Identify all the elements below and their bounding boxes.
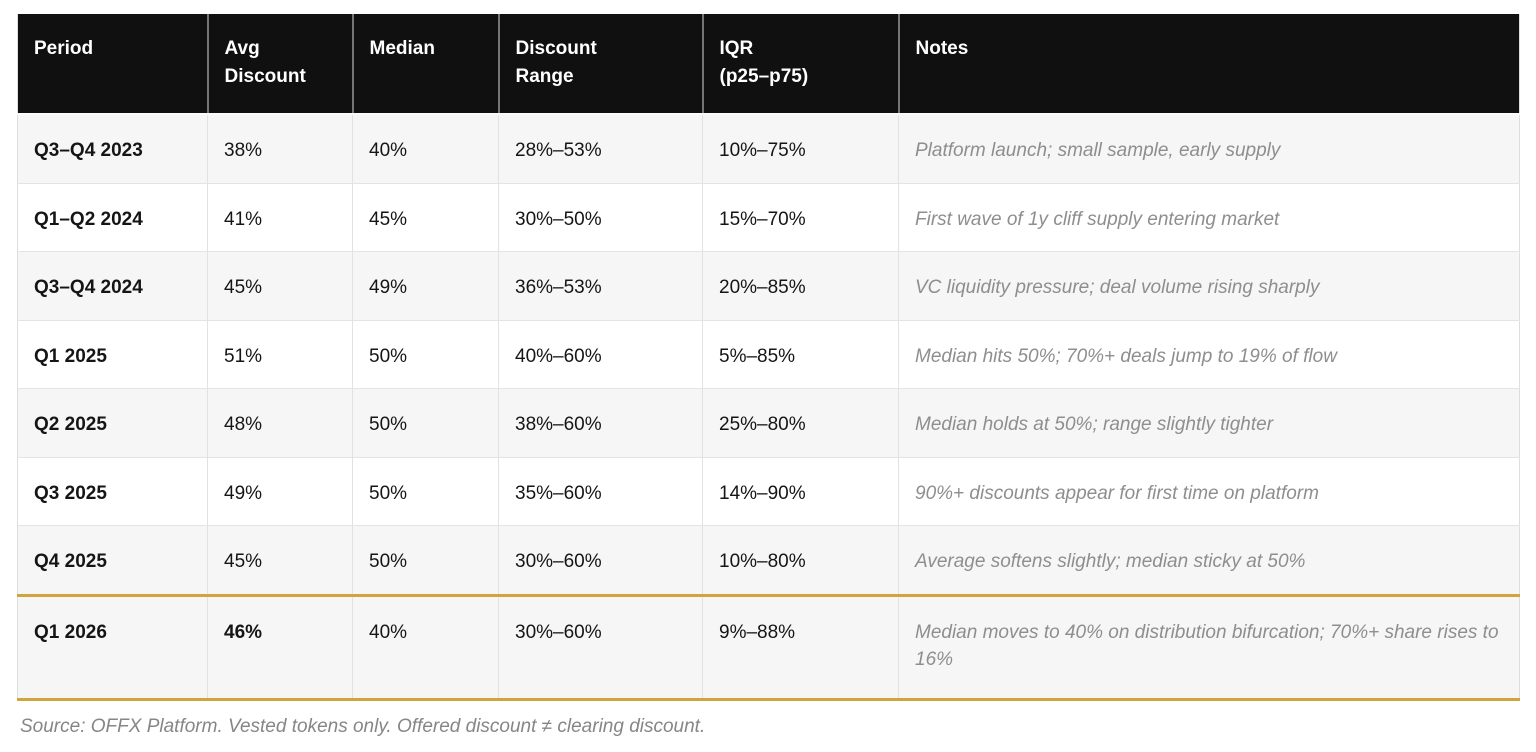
cell-discount_range: 30%–50% xyxy=(498,182,703,252)
table-header-row: Period Avg Discount Median Discount Range IQ… xyxy=(17,14,1520,115)
cell-avg_discount: 41% xyxy=(207,182,353,252)
cell-iqr: 20%–85% xyxy=(702,251,899,321)
cell-iqr: 10%–80% xyxy=(702,525,899,596)
column-header-discount_range: Discount Range xyxy=(497,14,703,115)
cell-period: Q4 2025 xyxy=(17,525,208,596)
cell-avg_discount: 38% xyxy=(207,113,353,184)
cell-median: 50% xyxy=(352,319,499,389)
cell-discount_range: 28%–53% xyxy=(498,113,703,184)
cell-notes: 90%+ discounts appear for first time on … xyxy=(898,456,1520,526)
table-row: Q2 2025 48% 50% 38%–60% 25%–80% Median holds … xyxy=(17,388,1520,458)
cell-discount_range: 35%–60% xyxy=(498,456,703,526)
cell-iqr: 10%–75% xyxy=(702,113,899,184)
cell-avg_discount: 45% xyxy=(207,525,353,596)
cell-notes: Median hits 50%; 70%+ deals jump to 19% … xyxy=(898,319,1520,389)
cell-avg_discount: 48% xyxy=(207,388,353,458)
cell-period: Q1 2026 xyxy=(17,593,208,701)
cell-period: Q3–Q4 2024 xyxy=(17,251,208,321)
cell-notes: Median moves to 40% on distribution bifu… xyxy=(898,593,1520,701)
source-note: Source: OFFX Platform. Vested tokens onl… xyxy=(20,715,706,737)
column-header-median: Median xyxy=(351,14,499,115)
table-row: Q3 2025 49% 50% 35%–60% 14%–90% 90%+ discount… xyxy=(17,456,1520,526)
cell-median: 50% xyxy=(352,525,499,596)
cell-notes: Average softens slightly; median sticky … xyxy=(898,525,1520,596)
cell-iqr: 14%–90% xyxy=(702,456,899,526)
cell-notes: Platform launch; small sample, early sup… xyxy=(898,113,1520,184)
cell-avg_discount: 51% xyxy=(207,319,353,389)
cell-avg_discount: 45% xyxy=(207,251,353,321)
cell-period: Q3 2025 xyxy=(17,456,208,526)
cell-median: 45% xyxy=(352,182,499,252)
cell-avg_discount: 46% xyxy=(207,593,353,701)
table-row-highlight: Q1 2026 46% 40% 30%–60% 9%–88% Median moves t… xyxy=(17,593,1520,701)
column-header-avg_discount: Avg Discount xyxy=(206,14,353,115)
cell-median: 50% xyxy=(352,388,499,458)
cell-median: 40% xyxy=(352,593,499,701)
discount-stats-table: Period Avg Discount Median Discount Range IQ… xyxy=(17,14,1520,701)
table-row: Q3–Q4 2023 38% 40% 28%–53% 10%–75% Platform l… xyxy=(17,113,1520,184)
table-row: Q1–Q2 2024 41% 45% 30%–50% 15%–70% First wave… xyxy=(17,182,1520,252)
column-header-iqr: IQR (p25–p75) xyxy=(701,14,899,115)
cell-notes: First wave of 1y cliff supply entering m… xyxy=(898,182,1520,252)
table-row: Q3–Q4 2024 45% 49% 36%–53% 20%–85% VC liquidi… xyxy=(17,251,1520,321)
table-head: Period Avg Discount Median Discount Range IQ… xyxy=(17,14,1520,115)
cell-avg_discount: 49% xyxy=(207,456,353,526)
cell-iqr: 15%–70% xyxy=(702,182,899,252)
table-row: Q4 2025 45% 50% 30%–60% 10%–80% Average softe… xyxy=(17,525,1520,596)
cell-median: 50% xyxy=(352,456,499,526)
cell-iqr: 5%–85% xyxy=(702,319,899,389)
cell-notes: Median holds at 50%; range slightly tigh… xyxy=(898,388,1520,458)
cell-period: Q1 2025 xyxy=(17,319,208,389)
table-body: Q3–Q4 2023 38% 40% 28%–53% 10%–75% Platform l… xyxy=(17,113,1520,701)
column-header-notes: Notes xyxy=(897,14,1520,115)
cell-discount_range: 30%–60% xyxy=(498,593,703,701)
cell-discount_range: 36%–53% xyxy=(498,251,703,321)
table-row: Q1 2025 51% 50% 40%–60% 5%–85% Median hits 50… xyxy=(17,319,1520,389)
cell-period: Q3–Q4 2023 xyxy=(17,113,208,184)
cell-discount_range: 40%–60% xyxy=(498,319,703,389)
column-header-period: Period xyxy=(17,14,208,115)
cell-discount_range: 38%–60% xyxy=(498,388,703,458)
cell-median: 40% xyxy=(352,113,499,184)
cell-period: Q2 2025 xyxy=(17,388,208,458)
cell-iqr: 9%–88% xyxy=(702,593,899,701)
cell-iqr: 25%–80% xyxy=(702,388,899,458)
cell-notes: VC liquidity pressure; deal volume risin… xyxy=(898,251,1520,321)
cell-median: 49% xyxy=(352,251,499,321)
cell-discount_range: 30%–60% xyxy=(498,525,703,596)
cell-period: Q1–Q2 2024 xyxy=(17,182,208,252)
